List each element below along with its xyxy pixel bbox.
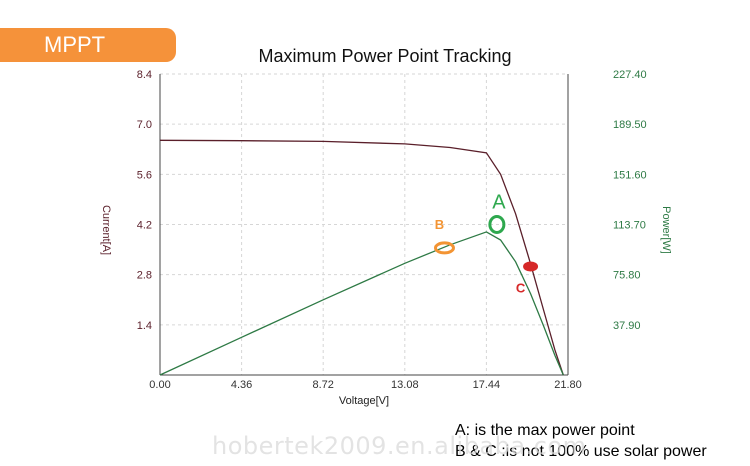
y-left-tick-label: 2.8: [137, 270, 152, 282]
y-left-tick-label: 4.2: [137, 220, 152, 232]
y-left-tick-label: 7.0: [137, 119, 152, 131]
x-tick-label: 21.80: [554, 379, 582, 391]
y-left-tick-label: 8.4: [137, 69, 152, 81]
y-right-tick-label: 113.70: [613, 220, 646, 232]
x-tick-label: 13.08: [391, 379, 419, 391]
point-c-label: C: [516, 280, 526, 295]
y-right-tick-label: 75.80: [613, 270, 641, 282]
current-curve: [159, 139, 564, 376]
point-c-marker: [523, 261, 539, 272]
y-right-axis-label: Power[W]: [660, 206, 672, 254]
y-left-tick-label: 1.4: [137, 320, 152, 332]
y-left-axis-label: Current[A]: [100, 205, 112, 255]
note-max-power: A: is the max power point: [455, 422, 635, 439]
x-tick-label: 17.44: [473, 379, 501, 391]
watermark-text: hobertek2009.en.alibaba.com: [212, 432, 587, 460]
y-right-tick-label: 227.40: [613, 69, 647, 81]
y-right-tick-label: 37.90: [613, 320, 641, 332]
point-a-label: A: [492, 192, 506, 214]
x-tick-label: 8.72: [312, 379, 333, 391]
point-b-marker: [433, 241, 455, 255]
mppt-badge: MPPT: [0, 28, 176, 62]
chart-title: Maximum Power Point Tracking: [258, 46, 512, 66]
chart-notes: A: is the max power point B & C :is not …: [455, 420, 707, 462]
y-right-tick-label: 189.50: [613, 119, 647, 131]
point-b-label: B: [435, 217, 444, 232]
point-a-marker: [488, 215, 506, 234]
x-axis-label: Voltage[V]: [339, 395, 389, 407]
x-tick-label: 0.00: [149, 379, 170, 391]
x-tick-label: 4.36: [231, 379, 252, 391]
power-curve: [159, 231, 564, 376]
y-right-tick-label: 151.60: [613, 169, 647, 181]
note-not-full-power: B & C :is not 100% use solar power: [455, 443, 707, 460]
y-left-tick-label: 5.6: [137, 169, 152, 181]
